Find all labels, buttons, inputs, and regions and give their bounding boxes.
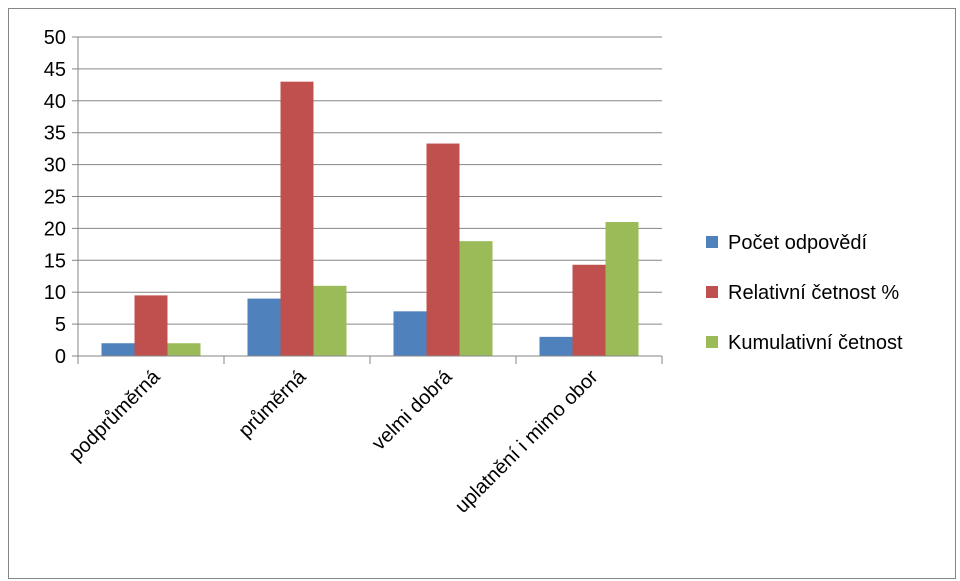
x-category-label: velmi dobrá	[368, 365, 457, 454]
legend: Počet odpovědí Relativní četnost % Kumulat…	[706, 232, 903, 354]
legend-label: Kumulativní četnost	[728, 332, 903, 354]
legend-swatch	[706, 236, 718, 248]
y-tick-label: 10	[44, 282, 66, 304]
y-axis-ticks: 0 5 10 15 20 25 30 35 40 45 50	[44, 27, 66, 368]
bar	[539, 336, 573, 356]
bar	[459, 241, 493, 356]
bar	[134, 295, 168, 356]
bar	[280, 81, 314, 356]
y-tick-label: 40	[44, 91, 66, 113]
legend-label: Počet odpovědí	[728, 232, 867, 254]
y-tick-label: 0	[55, 346, 66, 368]
legend-swatch	[706, 336, 718, 348]
y-tick-label: 45	[44, 59, 66, 81]
x-category-label: uplatnění i mimo obor	[451, 366, 603, 518]
bar	[572, 264, 606, 356]
x-category-label: podprůměrná	[65, 365, 165, 465]
y-tick-label: 5	[55, 314, 66, 336]
bar	[167, 343, 201, 356]
bar	[426, 143, 460, 356]
legend-label: Relativní četnost %	[728, 282, 899, 304]
y-tick-label: 25	[44, 187, 66, 209]
y-tick-label: 30	[44, 155, 66, 177]
y-tick-label: 20	[44, 218, 66, 240]
y-tick-label: 35	[44, 123, 66, 145]
gridlines	[72, 36, 662, 357]
legend-swatch	[706, 286, 718, 298]
bar	[101, 343, 135, 356]
x-axis-categories: podprůměrná průměrná velmi dobráuplatnění …	[65, 365, 603, 517]
bar	[247, 298, 281, 356]
bars	[101, 81, 639, 356]
bar	[605, 222, 639, 356]
axes	[77, 37, 663, 364]
y-tick-label: 15	[44, 250, 66, 272]
y-tick-label: 50	[44, 27, 66, 49]
bar	[313, 285, 347, 356]
bar	[393, 311, 427, 356]
x-category-label: průměrná	[234, 365, 311, 442]
